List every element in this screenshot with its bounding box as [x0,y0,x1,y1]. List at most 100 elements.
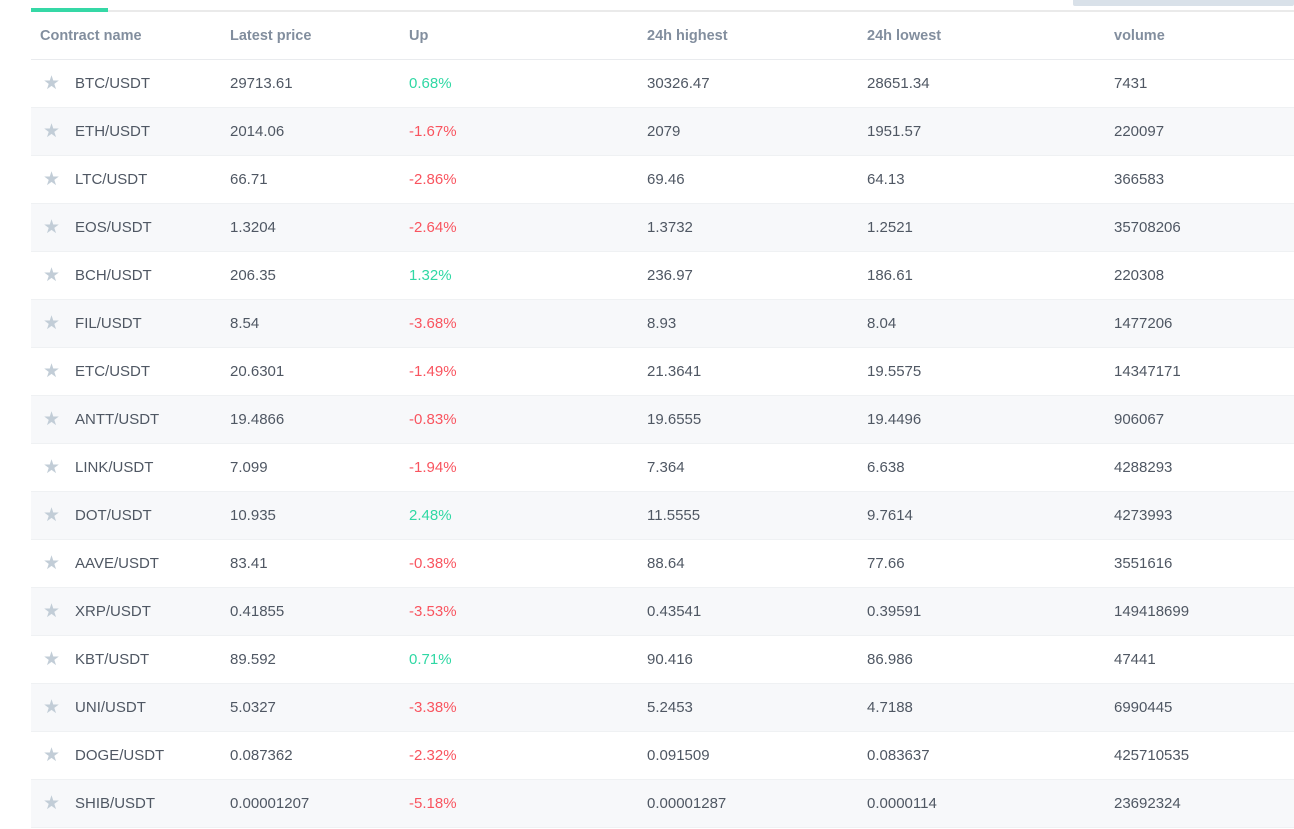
contract-cell: ★ BCH/USDT [31,266,221,285]
contract-name: EOS/USDT [75,219,152,236]
table-row[interactable]: ★ SHIB/USDT 0.00001207 -5.18% 0.00001287… [31,780,1294,828]
volume-value: 220097 [1114,123,1165,140]
favorite-star-icon[interactable]: ★ [43,218,61,237]
favorite-star-icon[interactable]: ★ [43,170,61,189]
column-header-contract-name: Contract name [40,27,142,44]
favorite-star-icon[interactable]: ★ [43,650,61,669]
table-row[interactable]: ★ KBT/USDT 89.592 0.71% 90.416 86.986 47… [31,636,1294,684]
column-header-up: Up [409,27,429,44]
change-percent: -3.68% [409,315,457,332]
change-percent: -5.18% [409,795,457,812]
favorite-star-icon[interactable]: ★ [43,74,61,93]
latest-price: 10.935 [230,507,276,524]
table-row[interactable]: ★ ETH/USDT 2014.06 -1.67% 2079 1951.57 2… [31,108,1294,156]
latest-price: 83.41 [230,555,268,572]
favorite-star-icon[interactable]: ★ [43,458,61,477]
contract-name: LINK/USDT [75,459,154,476]
change-percent: -0.83% [409,411,457,428]
table-row[interactable]: ★ LINK/USDT 7.099 -1.94% 7.364 6.638 428… [31,444,1294,492]
24h-highest-value: 30326.47 [647,75,710,92]
latest-price: 7.099 [230,459,268,476]
table-row[interactable]: ★ EOS/USDT 1.3204 -2.64% 1.3732 1.2521 3… [31,204,1294,252]
contract-name: SHIB/USDT [75,795,156,812]
24h-lowest-value: 186.61 [867,267,913,284]
volume-value: 4273993 [1114,507,1173,524]
column-header-24h-lowest: 24h lowest [867,27,942,44]
latest-price: 0.00001207 [230,795,310,812]
favorite-star-icon[interactable]: ★ [43,602,61,621]
contract-name: ETH/USDT [75,123,151,140]
latest-price: 5.0327 [230,699,276,716]
24h-lowest-value: 8.04 [867,315,897,332]
favorite-star-icon[interactable]: ★ [43,698,61,717]
favorite-star-icon[interactable]: ★ [43,794,61,813]
table-row[interactable]: ★ BCH/USDT 206.35 1.32% 236.97 186.61 22… [31,252,1294,300]
search-input[interactable] [1073,0,1294,6]
24h-lowest-value: 19.4496 [867,411,922,428]
contract-cell: ★ XRP/USDT [31,602,221,621]
24h-lowest-value: 6.638 [867,459,905,476]
contract-name: FIL/USDT [75,315,142,332]
table-row[interactable]: ★ ANTT/USDT 19.4866 -0.83% 19.6555 19.44… [31,396,1294,444]
latest-price: 0.41855 [230,603,285,620]
active-tab-indicator[interactable] [31,8,108,12]
table-row[interactable]: ★ DOT/USDT 10.935 2.48% 11.5555 9.7614 4… [31,492,1294,540]
table-row[interactable]: ★ UNI/USDT 5.0327 -3.38% 5.2453 4.7188 6… [31,684,1294,732]
latest-price: 8.54 [230,315,260,332]
table-row[interactable]: ★ FIL/USDT 8.54 -3.68% 8.93 8.04 1477206 [31,300,1294,348]
latest-price: 29713.61 [230,75,293,92]
24h-lowest-value: 19.5575 [867,363,922,380]
table-row[interactable]: ★ AAVE/USDT 83.41 -0.38% 88.64 77.66 355… [31,540,1294,588]
table-row[interactable]: ★ LTC/USDT 66.71 -2.86% 69.46 64.13 3665… [31,156,1294,204]
latest-price: 2014.06 [230,123,285,140]
24h-lowest-value: 0.083637 [867,747,930,764]
24h-highest-value: 1.3732 [647,219,693,236]
change-percent: 1.32% [409,267,452,284]
favorite-star-icon[interactable]: ★ [43,266,61,285]
latest-price: 206.35 [230,267,276,284]
table-row[interactable]: ★ ETC/USDT 20.6301 -1.49% 21.3641 19.557… [31,348,1294,396]
volume-value: 47441 [1114,651,1156,668]
favorite-star-icon[interactable]: ★ [43,122,61,141]
24h-highest-value: 11.5555 [647,507,701,524]
contract-cell: ★ SHIB/USDT [31,794,221,813]
favorite-star-icon[interactable]: ★ [43,746,61,765]
volume-value: 6990445 [1114,699,1173,716]
latest-price: 89.592 [230,651,276,668]
contract-name: ETC/USDT [75,363,151,380]
contract-cell: ★ DOGE/USDT [31,746,221,765]
volume-value: 7431 [1114,75,1148,92]
contract-cell: ★ AAVE/USDT [31,554,221,573]
contract-name: KBT/USDT [75,651,150,668]
24h-highest-value: 0.43541 [647,603,702,620]
latest-price: 19.4866 [230,411,285,428]
contract-cell: ★ ETC/USDT [31,362,221,381]
table-row[interactable]: ★ BTC/USDT 29713.61 0.68% 30326.47 28651… [31,60,1294,108]
contract-cell: ★ LTC/USDT [31,170,221,189]
table-body: ★ BTC/USDT 29713.61 0.68% 30326.47 28651… [31,60,1294,828]
contract-name: ANTT/USDT [75,411,160,428]
contract-cell: ★ KBT/USDT [31,650,221,669]
24h-highest-value: 8.93 [647,315,677,332]
favorite-star-icon[interactable]: ★ [43,410,61,429]
change-percent: 0.68% [409,75,452,92]
latest-price: 20.6301 [230,363,285,380]
volume-value: 425710535 [1114,747,1190,764]
change-percent: 2.48% [409,507,452,524]
table-row[interactable]: ★ XRP/USDT 0.41855 -3.53% 0.43541 0.3959… [31,588,1294,636]
change-percent: -1.94% [409,459,457,476]
favorite-star-icon[interactable]: ★ [43,314,61,333]
contract-name: AAVE/USDT [75,555,159,572]
24h-highest-value: 90.416 [647,651,693,668]
favorite-star-icon[interactable]: ★ [43,362,61,381]
volume-value: 906067 [1114,411,1165,428]
24h-lowest-value: 28651.34 [867,75,930,92]
contract-cell: ★ DOT/USDT [31,506,221,525]
volume-value: 4288293 [1114,459,1173,476]
favorite-star-icon[interactable]: ★ [43,506,61,525]
contract-name: UNI/USDT [75,699,146,716]
latest-price: 66.71 [230,171,268,188]
24h-lowest-value: 77.66 [867,555,905,572]
table-row[interactable]: ★ DOGE/USDT 0.087362 -2.32% 0.091509 0.0… [31,732,1294,780]
favorite-star-icon[interactable]: ★ [43,554,61,573]
